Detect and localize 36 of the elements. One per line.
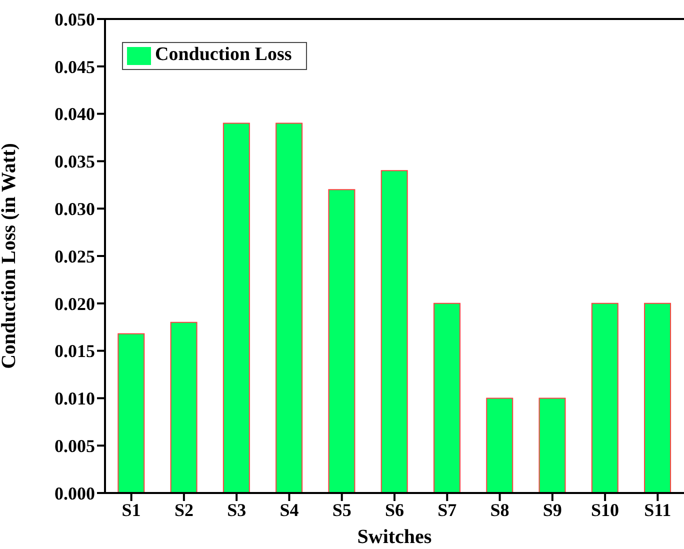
bar <box>222 122 250 493</box>
y-tick-label: 0.040 <box>54 104 95 124</box>
y-tick-label: 0.050 <box>54 9 95 30</box>
y-tick-label: 0.035 <box>54 152 95 172</box>
x-tick-label: S8 <box>490 500 510 520</box>
x-tick-label: S9 <box>542 500 562 520</box>
x-tick-label: S6 <box>384 500 404 520</box>
legend-label: Conduction Loss <box>155 44 292 65</box>
y-tick-label: 0.045 <box>54 56 95 77</box>
x-tick-label: S4 <box>280 500 299 520</box>
x-tick-label: S10 <box>591 500 620 520</box>
x-tick-label: S2 <box>174 500 194 520</box>
bar <box>170 322 198 493</box>
x-tick-label: S7 <box>438 500 457 520</box>
y-tick-label: 0.005 <box>54 436 95 456</box>
bar <box>644 302 672 493</box>
x-axis-title: Switches <box>357 526 432 548</box>
y-tick-label: 0.020 <box>54 294 95 314</box>
y-tick-label: 0.000 <box>54 483 95 504</box>
bar <box>433 302 460 493</box>
x-tick-label: S11 <box>644 500 672 520</box>
bar <box>380 170 408 493</box>
bar <box>486 398 514 493</box>
y-tick-label: 0.025 <box>54 246 95 266</box>
y-tick-label: 0.010 <box>54 388 95 409</box>
x-tick-label: S3 <box>227 500 246 520</box>
bar <box>276 122 303 493</box>
y-tick-label: 0.030 <box>54 198 95 219</box>
y-axis-title: Conduction Loss (in Watt) <box>0 143 20 369</box>
bar <box>328 189 356 493</box>
x-tick-label: S5 <box>332 500 352 520</box>
bar <box>118 333 145 493</box>
bar <box>591 302 618 493</box>
x-tick-label: S1 <box>122 500 141 520</box>
y-tick-label: 0.015 <box>54 341 95 362</box>
bar <box>538 398 566 493</box>
